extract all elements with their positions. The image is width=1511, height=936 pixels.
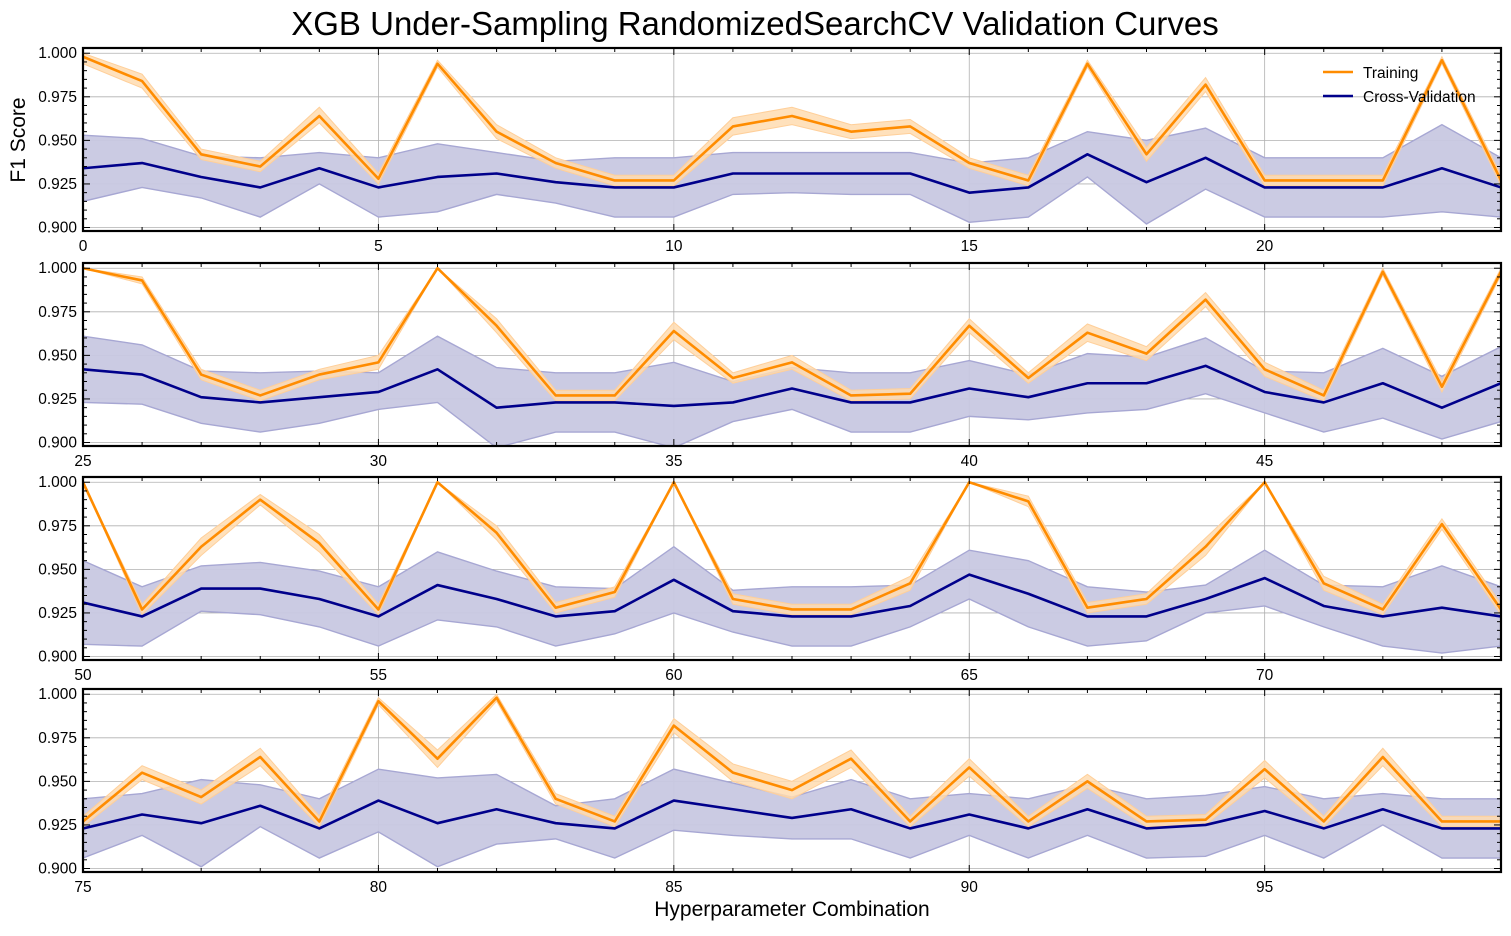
training-std-band <box>83 481 1501 616</box>
subplot-frame <box>81 475 1503 662</box>
plot-area <box>83 693 1501 868</box>
training-line <box>83 696 1501 823</box>
subplot-3: 0.900 0.925 0.950 0.975 1.000 50 55 60 65 70 <box>38 474 1503 684</box>
y-tick-label: 0.950 <box>38 347 77 364</box>
y-tick-label: 0.975 <box>38 304 77 321</box>
x-tick-label: 70 <box>1256 667 1274 684</box>
cross-validation-line <box>83 573 1501 618</box>
x-tick-label: 25 <box>74 453 91 470</box>
y-tick-label: 1.000 <box>38 45 77 62</box>
y-tick-label: 0.900 <box>38 861 77 878</box>
x-tick-label: 20 <box>1256 238 1274 255</box>
y-tick-label: 0.975 <box>38 89 77 106</box>
cross-validation-std-band <box>83 545 1501 654</box>
legend: Training Cross-Validation <box>1323 65 1476 106</box>
subplot-frame <box>81 687 1503 874</box>
y-axis-label: F1 Score <box>7 97 30 182</box>
y-tick-label: 0.925 <box>38 391 77 408</box>
legend-label-training: Training <box>1363 65 1418 82</box>
x-tick-label: 30 <box>370 453 388 470</box>
training-line <box>83 266 1501 397</box>
y-tick-label: 0.975 <box>38 730 77 747</box>
training-line <box>83 55 1501 182</box>
y-tick-label: 0.950 <box>38 773 77 790</box>
y-tick-label: 1.000 <box>38 260 77 277</box>
x-tick-label: 85 <box>665 879 682 896</box>
x-tick-label: 45 <box>1256 453 1273 470</box>
subplot-frame <box>81 261 1503 448</box>
subplot-frame <box>81 46 1503 233</box>
subplot-1: 0.900 0.925 0.950 0.975 1.000 0 5 10 15 20 <box>38 45 1503 255</box>
cross-validation-std-band <box>83 335 1501 446</box>
y-tick-label: 0.900 <box>38 649 77 666</box>
subplot-2: 0.900 0.925 0.950 0.975 1.000 25 30 35 40 45 <box>38 260 1503 470</box>
x-tick-label: 95 <box>1256 879 1273 896</box>
y-tick-label: 0.950 <box>38 132 77 149</box>
x-tick-label: 50 <box>74 667 92 684</box>
x-tick-label: 15 <box>961 238 978 255</box>
plot-area <box>83 52 1501 225</box>
x-tick-label: 40 <box>961 453 979 470</box>
x-tick-label: 35 <box>665 453 682 470</box>
plot-area <box>83 266 1501 446</box>
chart-title: XGB Under-Sampling RandomizedSearchCV Va… <box>291 5 1219 42</box>
x-tick-label: 10 <box>665 238 683 255</box>
plot-area <box>83 480 1501 654</box>
x-tick-label: 90 <box>961 879 979 896</box>
cross-validation-line <box>83 799 1501 830</box>
x-tick-label: 0 <box>79 238 88 255</box>
y-tick-label: 0.925 <box>38 817 77 834</box>
y-tick-label: 0.925 <box>38 176 77 193</box>
cross-validation-line <box>83 364 1501 409</box>
x-tick-label: 5 <box>374 238 383 255</box>
x-tick-label: 60 <box>665 667 683 684</box>
x-tick-label: 65 <box>961 667 978 684</box>
subplot-4: 0.900 0.925 0.950 0.975 1.000 75 80 85 90 95 <box>38 686 1503 896</box>
x-axis-label: Hyperparameter Combination <box>654 898 929 921</box>
training-std-band <box>83 693 1501 828</box>
cross-validation-line <box>83 153 1501 194</box>
y-tick-label: 0.950 <box>38 561 77 578</box>
y-tick-label: 0.925 <box>38 605 77 622</box>
x-tick-label: 55 <box>370 667 387 684</box>
y-tick-label: 0.975 <box>38 518 77 535</box>
training-std-band <box>83 267 1501 402</box>
legend-label-cross-validation: Cross-Validation <box>1363 89 1476 106</box>
x-tick-label: 75 <box>74 879 91 896</box>
x-tick-label: 80 <box>370 879 388 896</box>
y-tick-label: 0.900 <box>38 220 77 237</box>
y-tick-label: 0.900 <box>38 435 77 452</box>
y-tick-label: 1.000 <box>38 474 77 491</box>
y-tick-label: 1.000 <box>38 686 77 703</box>
